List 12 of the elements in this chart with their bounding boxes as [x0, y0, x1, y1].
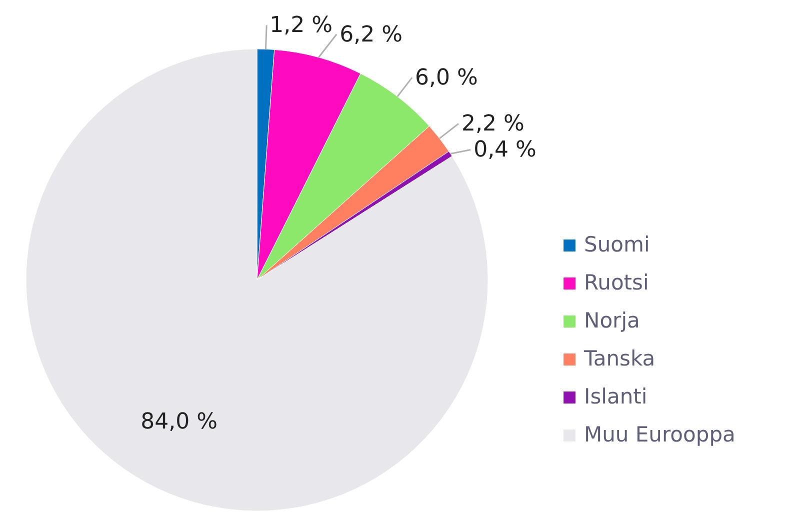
data-label: 1,2 % [270, 13, 332, 38]
legend-label: Tanska [583, 346, 656, 370]
legend-label: Suomi [584, 232, 650, 256]
data-label: 2,2 % [461, 112, 524, 137]
legend-label: Ruotsi [584, 270, 649, 294]
data-label: 6,2 % [340, 22, 402, 48]
legend-label: Muu Eurooppa [584, 422, 736, 446]
data-label: 6,0 % [415, 66, 478, 91]
legend-label: Islanti [584, 384, 648, 408]
legend-label: Norja [584, 308, 640, 332]
data-label: 0,4 % [474, 138, 536, 163]
data-label: 84,0 % [140, 410, 218, 435]
